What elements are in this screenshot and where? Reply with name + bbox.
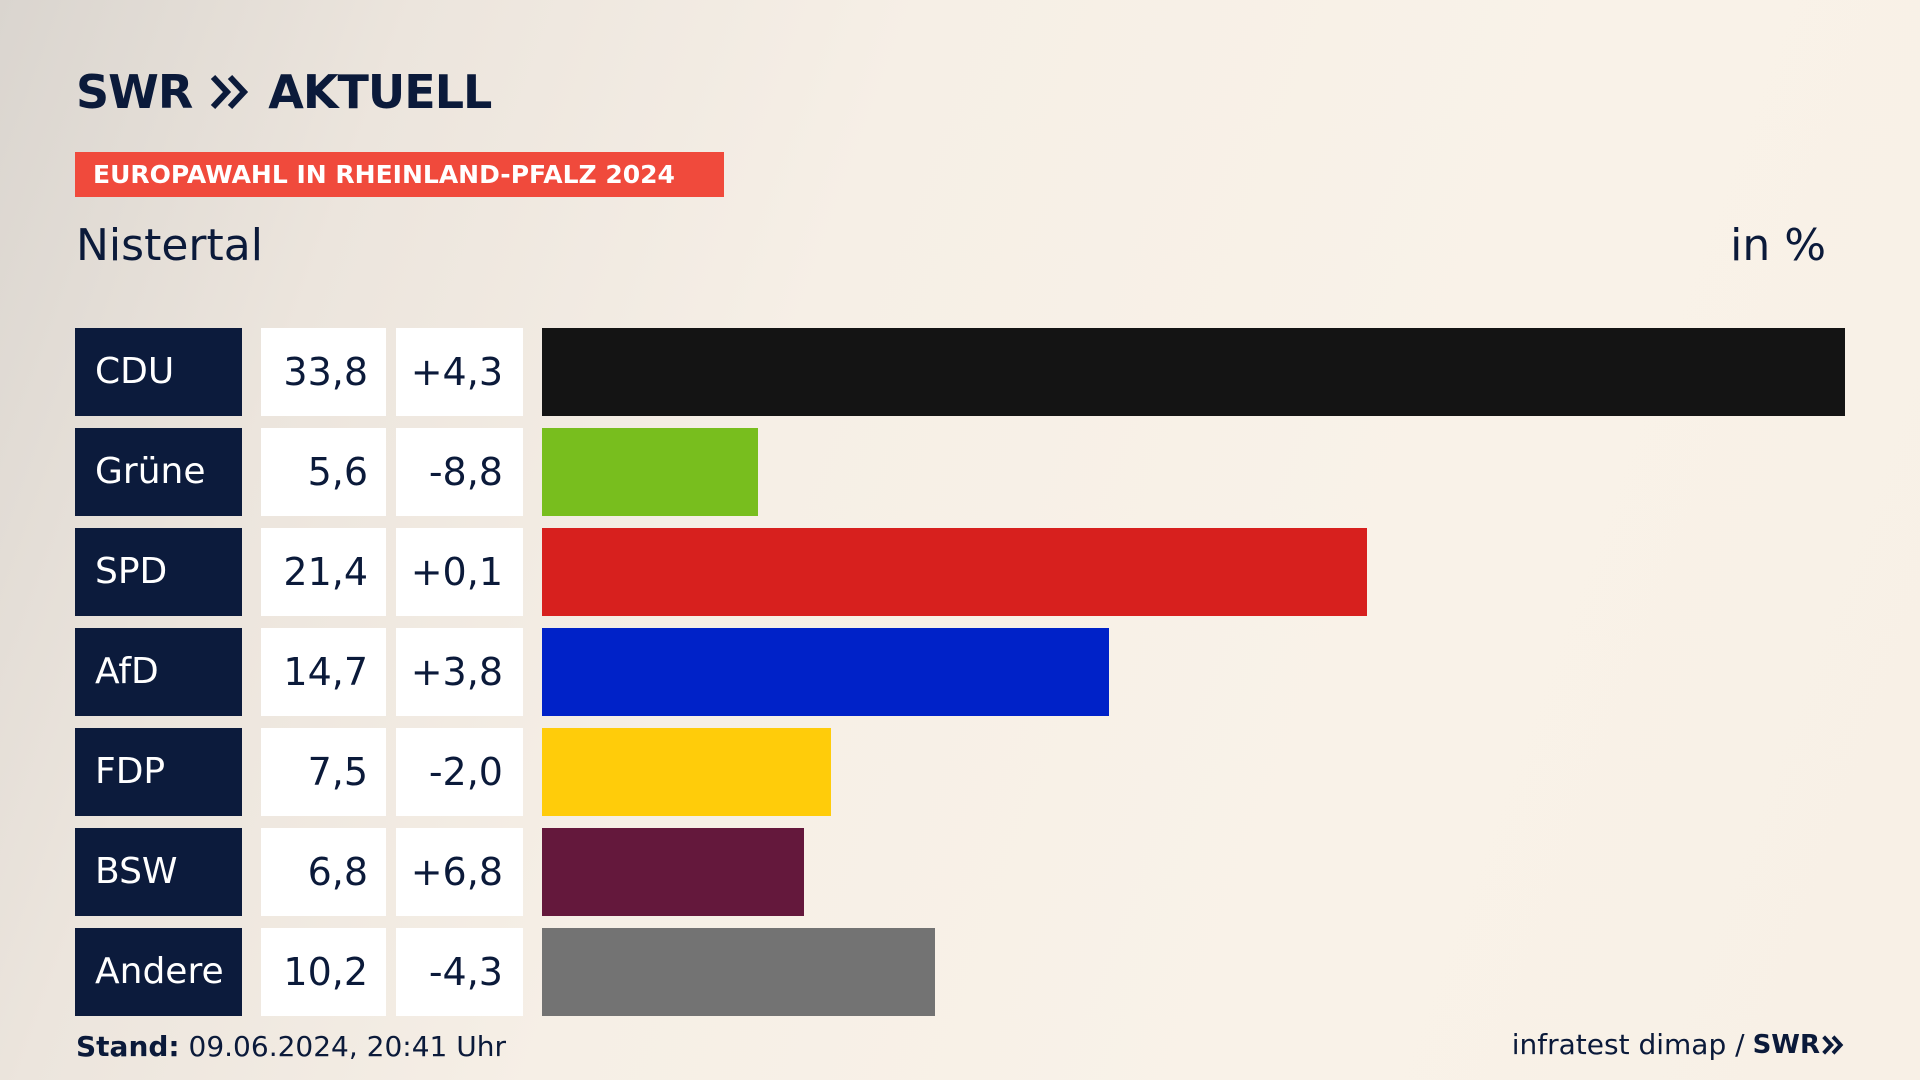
swr-aktuell-logo: SWR AKTUELL [76, 65, 492, 119]
result-bar [542, 828, 804, 916]
party-label: Andere [75, 928, 242, 1016]
percent-value: 10,2 [261, 928, 386, 1016]
percent-value: 21,4 [261, 528, 386, 616]
result-row: Andere 10,2 -4,3 [75, 928, 1845, 1016]
logo-swr-text: SWR [76, 65, 193, 119]
change-value: +4,3 [396, 328, 523, 416]
stand-label: Stand: [76, 1030, 180, 1063]
percent-value: 5,6 [261, 428, 386, 516]
source-credit: infratest dimap / SWR [1512, 1028, 1844, 1061]
result-row: FDP 7,5 -2,0 [75, 728, 1845, 816]
change-value: -4,3 [396, 928, 523, 1016]
percent-value: 33,8 [261, 328, 386, 416]
change-value: +3,8 [396, 628, 523, 716]
result-bar [542, 728, 831, 816]
stand-value: 09.06.2024, 20:41 Uhr [188, 1030, 506, 1063]
region-title: Nistertal [76, 220, 263, 271]
result-bar [542, 328, 1845, 416]
change-value: +0,1 [396, 528, 523, 616]
change-value: -8,8 [396, 428, 523, 516]
change-value: -2,0 [396, 728, 523, 816]
swr-mini-logo: SWR [1753, 1030, 1844, 1060]
result-row: SPD 21,4 +0,1 [75, 528, 1845, 616]
result-bar [542, 528, 1367, 616]
change-value: +6,8 [396, 828, 523, 916]
result-bar [542, 628, 1109, 716]
party-label: CDU [75, 328, 242, 416]
percent-value: 7,5 [261, 728, 386, 816]
party-label: FDP [75, 728, 242, 816]
logo-aktuell-text: AKTUELL [268, 65, 492, 119]
swr-mini-text: SWR [1752, 1029, 1820, 1060]
party-label: SPD [75, 528, 242, 616]
election-banner: EUROPAWAHL IN RHEINLAND-PFALZ 2024 [75, 152, 724, 197]
result-row: AfD 14,7 +3,8 [75, 628, 1845, 716]
result-bar [542, 928, 935, 1016]
party-label: Grüne [75, 428, 242, 516]
party-label: AfD [75, 628, 242, 716]
result-row: BSW 6,8 +6,8 [75, 828, 1845, 916]
unit-label: in % [1730, 220, 1826, 271]
result-bar [542, 428, 758, 516]
result-row: Grüne 5,6 -8,8 [75, 428, 1845, 516]
result-row: CDU 33,8 +4,3 [75, 328, 1845, 416]
double-chevron-icon [211, 74, 249, 110]
timestamp: Stand: 09.06.2024, 20:41 Uhr [76, 1030, 506, 1063]
party-label: BSW [75, 828, 242, 916]
percent-value: 6,8 [261, 828, 386, 916]
percent-value: 14,7 [261, 628, 386, 716]
source-text: infratest dimap / [1511, 1028, 1745, 1061]
double-chevron-icon [1822, 1034, 1844, 1055]
